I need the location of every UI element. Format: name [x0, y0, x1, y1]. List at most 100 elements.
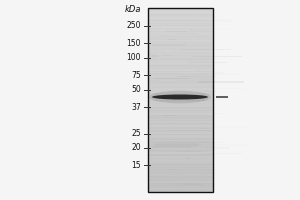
Bar [148, 184, 213, 185]
Bar [148, 151, 213, 152]
Bar [148, 159, 213, 160]
Bar [148, 65, 213, 66]
Bar [193, 56, 242, 57]
Bar [148, 16, 213, 18]
Bar [178, 169, 205, 170]
Bar [148, 72, 213, 74]
Bar [148, 30, 213, 31]
Bar [148, 175, 213, 176]
Bar [180, 70, 204, 71]
Bar [148, 156, 213, 158]
Bar [148, 150, 213, 151]
Bar [148, 64, 213, 66]
Bar [148, 45, 213, 46]
Bar [148, 129, 213, 130]
Bar [200, 153, 242, 154]
Bar [148, 154, 213, 156]
Bar [148, 10, 213, 11]
Bar [186, 157, 191, 159]
Ellipse shape [152, 95, 208, 99]
Text: kDa: kDa [124, 5, 141, 15]
Bar [148, 113, 213, 114]
Bar [148, 172, 213, 173]
Bar [148, 24, 213, 25]
Bar [148, 35, 213, 36]
Bar [148, 31, 213, 32]
Bar [148, 153, 213, 155]
Bar [148, 118, 213, 120]
Bar [148, 107, 213, 109]
Bar [148, 157, 213, 158]
Bar [148, 23, 213, 24]
Bar [148, 132, 213, 134]
Bar [148, 75, 213, 77]
Bar [148, 121, 213, 123]
Bar [148, 11, 213, 12]
Bar [199, 20, 233, 22]
Bar [187, 26, 205, 27]
Bar [148, 8, 213, 192]
Bar [148, 144, 213, 146]
Bar [148, 34, 213, 35]
Bar [148, 61, 213, 63]
Bar [148, 106, 213, 108]
Bar [148, 102, 213, 103]
Bar [148, 133, 213, 135]
Bar [148, 189, 213, 191]
Bar [177, 151, 202, 152]
Bar [202, 144, 248, 146]
Bar [148, 60, 213, 61]
Text: 75: 75 [131, 71, 141, 79]
Bar [151, 36, 157, 37]
Bar [157, 132, 192, 134]
Bar [148, 131, 213, 133]
Bar [148, 152, 213, 153]
Text: 15: 15 [131, 160, 141, 170]
Bar [148, 143, 213, 145]
Bar [148, 186, 213, 188]
Bar [148, 110, 213, 112]
Bar [148, 93, 213, 94]
Bar [151, 55, 158, 57]
Bar [196, 15, 201, 16]
Bar [148, 20, 213, 21]
Bar [176, 33, 196, 34]
Bar [148, 158, 213, 159]
Bar [148, 171, 213, 172]
Bar [148, 29, 213, 31]
Bar [182, 49, 231, 50]
Bar [148, 148, 213, 149]
Bar [152, 44, 186, 46]
Bar [148, 177, 213, 179]
Bar [148, 60, 213, 62]
Bar [148, 54, 213, 55]
Bar [148, 71, 213, 73]
Bar [148, 95, 213, 97]
Bar [154, 118, 200, 119]
Bar [148, 63, 213, 65]
Bar [148, 101, 213, 102]
Bar [198, 81, 244, 83]
Bar [148, 178, 213, 180]
Bar [154, 144, 199, 146]
Bar [148, 80, 213, 81]
Bar [148, 13, 213, 14]
Bar [148, 66, 213, 67]
Bar [204, 148, 230, 149]
Bar [148, 152, 213, 154]
Bar [148, 162, 213, 163]
Bar [148, 76, 213, 77]
Bar [148, 183, 213, 184]
Bar [180, 19, 228, 20]
Bar [148, 124, 213, 125]
Text: 50: 50 [131, 86, 141, 95]
Bar [148, 99, 213, 100]
Bar [148, 37, 213, 38]
Text: 37: 37 [131, 102, 141, 112]
Bar [148, 48, 213, 49]
Bar [191, 163, 198, 164]
Bar [148, 32, 213, 33]
Bar [172, 184, 183, 185]
Bar [148, 168, 213, 170]
Bar [148, 94, 213, 95]
